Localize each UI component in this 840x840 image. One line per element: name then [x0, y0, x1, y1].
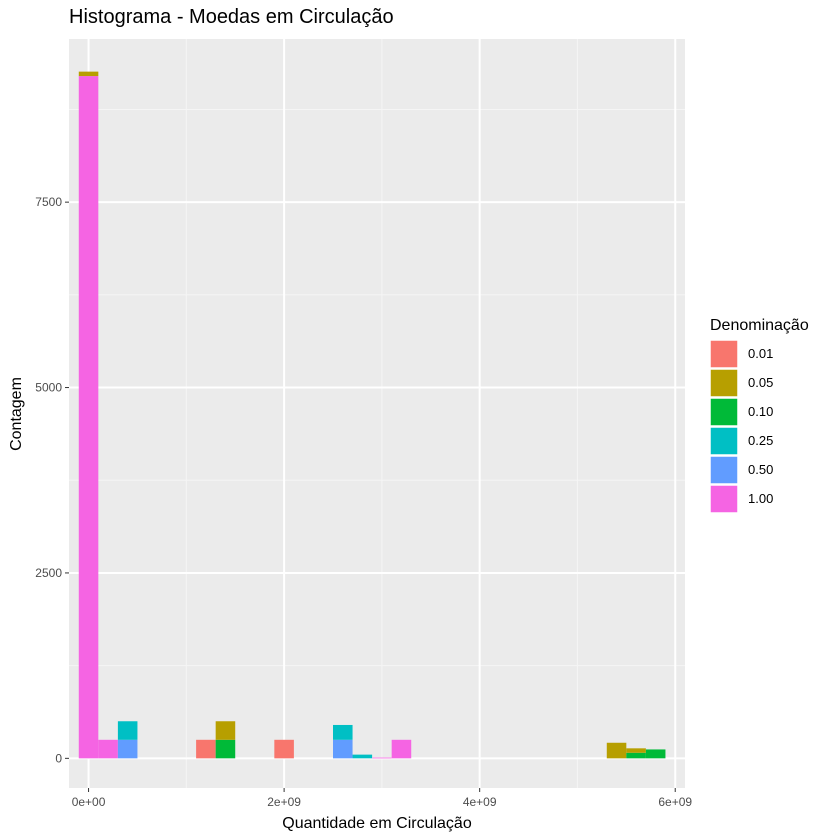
bar-segment-1-00: [78, 76, 99, 759]
y-tick-label: 0: [55, 751, 62, 765]
legend-label: 0.10: [748, 404, 773, 419]
bar-segment-0-25: [352, 754, 373, 759]
bar-segment-0-25: [117, 721, 138, 740]
x-tick-label: 2e+09: [267, 795, 301, 809]
legend-key-0-10: [709, 397, 739, 427]
bar-segment-0-10: [215, 739, 236, 759]
legend: Denominação 0.01 0.05 0.10 0.25 0.50 1.00: [709, 317, 809, 514]
y-axis-title: Contagem: [8, 377, 25, 451]
bar-segment-0-50: [333, 739, 353, 759]
y-tick-label: 2500: [35, 566, 62, 580]
legend-key-0-01: [709, 339, 739, 369]
legend-label: 0.05: [748, 375, 773, 390]
legend-key-1-00: [709, 484, 739, 514]
y-axis: 0 2500 5000 7500: [35, 195, 69, 765]
bar-segment-0-01: [274, 739, 294, 759]
bar-segment-0-10: [626, 752, 646, 759]
x-tick-label: 4e+09: [463, 795, 497, 809]
legend-key-0-05: [709, 368, 739, 398]
legend-label: 0.25: [748, 433, 773, 448]
legend-key-0-25: [709, 426, 739, 456]
bar-segment-0-50: [117, 739, 138, 759]
major-gridlines: [69, 39, 685, 788]
legend-title: Denominação: [710, 317, 809, 334]
y-tick-label: 5000: [35, 381, 62, 395]
legend-label: 0.01: [748, 346, 773, 361]
bar-segment-1-00: [98, 739, 118, 759]
x-axis: 0e+00 2e+09 4e+09 6e+09: [72, 788, 692, 809]
bar-segment-0-01: [196, 739, 216, 759]
y-tick-label: 7500: [35, 195, 62, 209]
legend-label: 1.00: [748, 491, 773, 506]
x-axis-title: Quantidade em Circulação: [282, 815, 472, 832]
minor-gridlines: [69, 39, 685, 788]
panel-background: [69, 39, 685, 788]
bar-segment-0-05: [78, 71, 99, 77]
bar-segment-0-05: [606, 742, 627, 759]
legend-label: 0.50: [748, 462, 773, 477]
bar-segment-0-05: [215, 721, 236, 740]
bar-segment-0-05: [626, 748, 646, 753]
histogram-bars: [78, 71, 666, 759]
x-tick-label: 6e+09: [658, 795, 692, 809]
chart-title: Histograma - Moedas em Circulação: [69, 6, 394, 28]
bar-segment-0-25: [333, 724, 353, 740]
x-tick-label: 0e+00: [72, 795, 106, 809]
bar-segment-1-00: [372, 757, 392, 759]
legend-key-0-50: [709, 455, 739, 485]
bar-segment-1-00: [391, 739, 412, 759]
bar-segment-0-10: [645, 749, 666, 759]
